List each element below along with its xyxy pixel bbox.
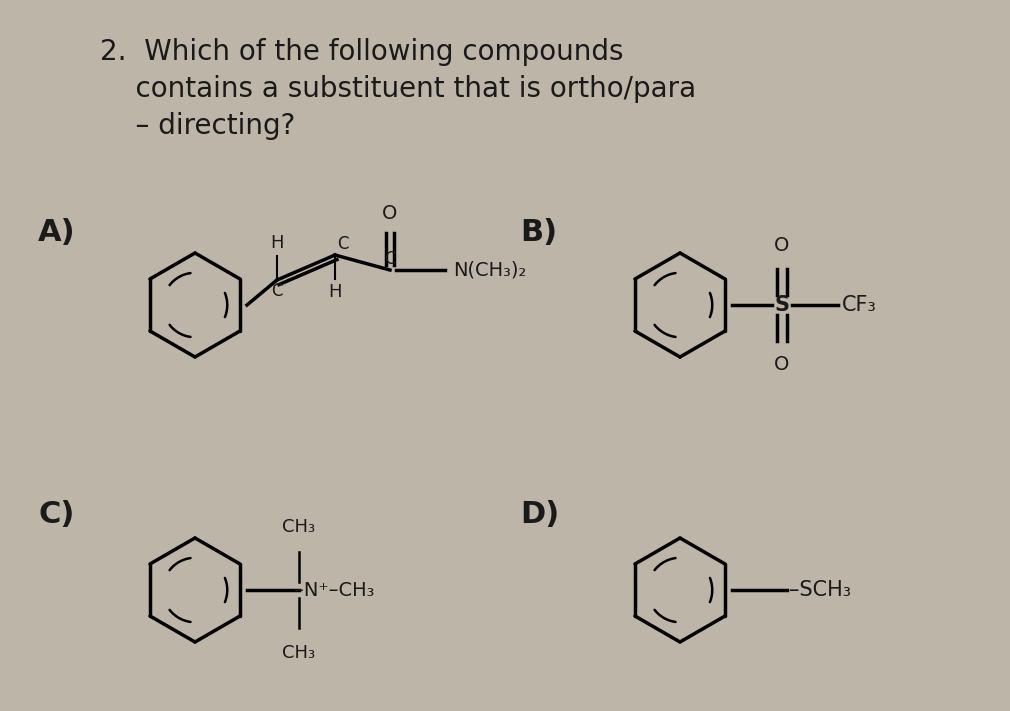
Text: CF₃: CF₃ bbox=[842, 295, 877, 315]
Text: N(CH₃)₂: N(CH₃)₂ bbox=[453, 260, 526, 279]
Text: –SCH₃: –SCH₃ bbox=[789, 580, 851, 600]
Text: CH₃: CH₃ bbox=[283, 518, 315, 536]
Text: – directing?: – directing? bbox=[100, 112, 295, 140]
Text: C: C bbox=[384, 250, 396, 268]
Text: C: C bbox=[272, 282, 283, 300]
Text: O: O bbox=[383, 204, 398, 223]
Text: –N⁺–CH₃: –N⁺–CH₃ bbox=[294, 580, 375, 599]
Text: C): C) bbox=[38, 500, 75, 529]
Text: H: H bbox=[271, 234, 284, 252]
Text: S: S bbox=[775, 295, 790, 315]
Text: contains a substituent that is ortho/para: contains a substituent that is ortho/par… bbox=[100, 75, 696, 103]
Text: O: O bbox=[775, 355, 790, 374]
Text: B): B) bbox=[520, 218, 558, 247]
Text: O: O bbox=[775, 236, 790, 255]
Text: C: C bbox=[337, 235, 348, 253]
Text: D): D) bbox=[520, 500, 560, 529]
Text: A): A) bbox=[38, 218, 76, 247]
Text: H: H bbox=[328, 283, 341, 301]
Text: 2.  Which of the following compounds: 2. Which of the following compounds bbox=[100, 38, 623, 66]
Text: CH₃: CH₃ bbox=[283, 644, 315, 662]
